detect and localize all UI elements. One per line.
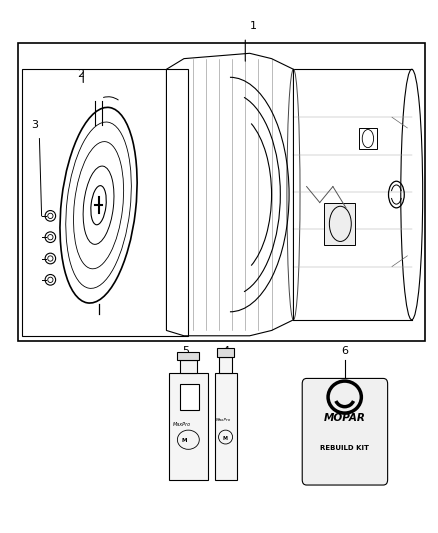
Bar — [177, 352, 199, 360]
Bar — [219, 357, 232, 373]
Bar — [215, 373, 237, 480]
Text: 6: 6 — [341, 346, 348, 357]
Bar — [324, 203, 355, 245]
Ellipse shape — [45, 232, 56, 243]
Text: MaxPro: MaxPro — [216, 418, 231, 422]
Text: MOPAR: MOPAR — [324, 413, 366, 423]
FancyBboxPatch shape — [302, 378, 388, 485]
Bar — [180, 360, 197, 373]
Bar — [307, 384, 383, 480]
Text: 1: 1 — [250, 21, 257, 31]
Bar — [18, 43, 425, 341]
Bar — [22, 69, 188, 336]
Text: 2: 2 — [77, 69, 84, 79]
Ellipse shape — [45, 274, 56, 285]
Text: MaxPro: MaxPro — [173, 422, 191, 427]
Bar — [169, 373, 208, 480]
Text: 5: 5 — [183, 346, 190, 357]
Text: M: M — [222, 435, 227, 441]
Text: REBUILD KIT: REBUILD KIT — [320, 446, 369, 451]
Text: 4: 4 — [222, 346, 229, 357]
Text: M: M — [182, 438, 187, 443]
Polygon shape — [180, 384, 199, 410]
Ellipse shape — [45, 253, 56, 264]
Ellipse shape — [45, 211, 56, 221]
Text: 3: 3 — [32, 120, 39, 130]
Bar — [217, 348, 234, 357]
